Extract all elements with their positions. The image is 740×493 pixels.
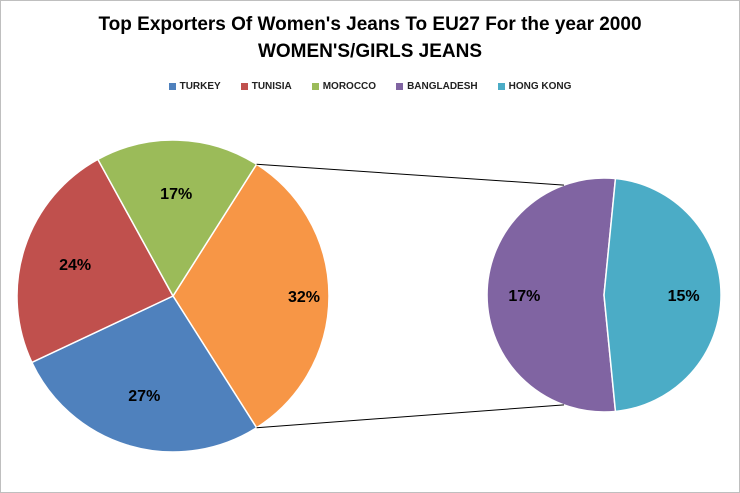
- pie-slice-morocco: [96, 139, 258, 298]
- data-label-hong-kong: 15%: [668, 288, 700, 305]
- legend-swatch-tunisia: [240, 83, 248, 90]
- legend-label-tunisia: TUNISIA: [251, 81, 292, 92]
- legend-label-bangladesh: BANGLADESH: [407, 81, 478, 92]
- data-label-turkey: 27%: [128, 388, 160, 405]
- connector-line-top: [256, 163, 565, 186]
- pie-slice-turkey: [30, 295, 258, 453]
- legend-item-bangladesh: BANGLADESH: [396, 81, 478, 92]
- pie-slice-hong-kong: [603, 177, 722, 413]
- legend-swatch-turkey: [168, 83, 176, 90]
- legend-swatch-bangladesh: [396, 83, 404, 90]
- legend: TURKEY TUNISIA MOROCCO BANGLADESH HONG K…: [0, 81, 740, 92]
- data-label-bangladesh: 17%: [508, 288, 540, 305]
- legend-label-turkey: TURKEY: [179, 81, 221, 92]
- data-label-other: 32%: [288, 289, 320, 306]
- data-label-morocco: 17%: [160, 186, 192, 203]
- pie-slice-other: [172, 163, 330, 429]
- data-label-tunisia: 24%: [59, 257, 91, 274]
- legend-item-turkey: TURKEY: [168, 81, 221, 92]
- legend-item-tunisia: TUNISIA: [240, 81, 292, 92]
- pie-slice-bangladesh: [486, 177, 617, 413]
- legend-swatch-hong-kong: [497, 83, 505, 90]
- connector-line-bottom: [256, 404, 565, 429]
- chart-subtitle: WOMEN'S/GIRLS JEANS: [257, 41, 483, 62]
- chart-title: Top Exporters Of Women's Jeans To EU27 F…: [98, 14, 642, 35]
- legend-label-hong-kong: HONG KONG: [508, 81, 572, 92]
- legend-swatch-morocco: [311, 83, 319, 90]
- legend-item-hong-kong: HONG KONG: [497, 81, 572, 92]
- pie-slice-tunisia: [16, 158, 175, 364]
- legend-label-morocco: MOROCCO: [322, 81, 377, 92]
- legend-item-morocco: MOROCCO: [311, 81, 377, 92]
